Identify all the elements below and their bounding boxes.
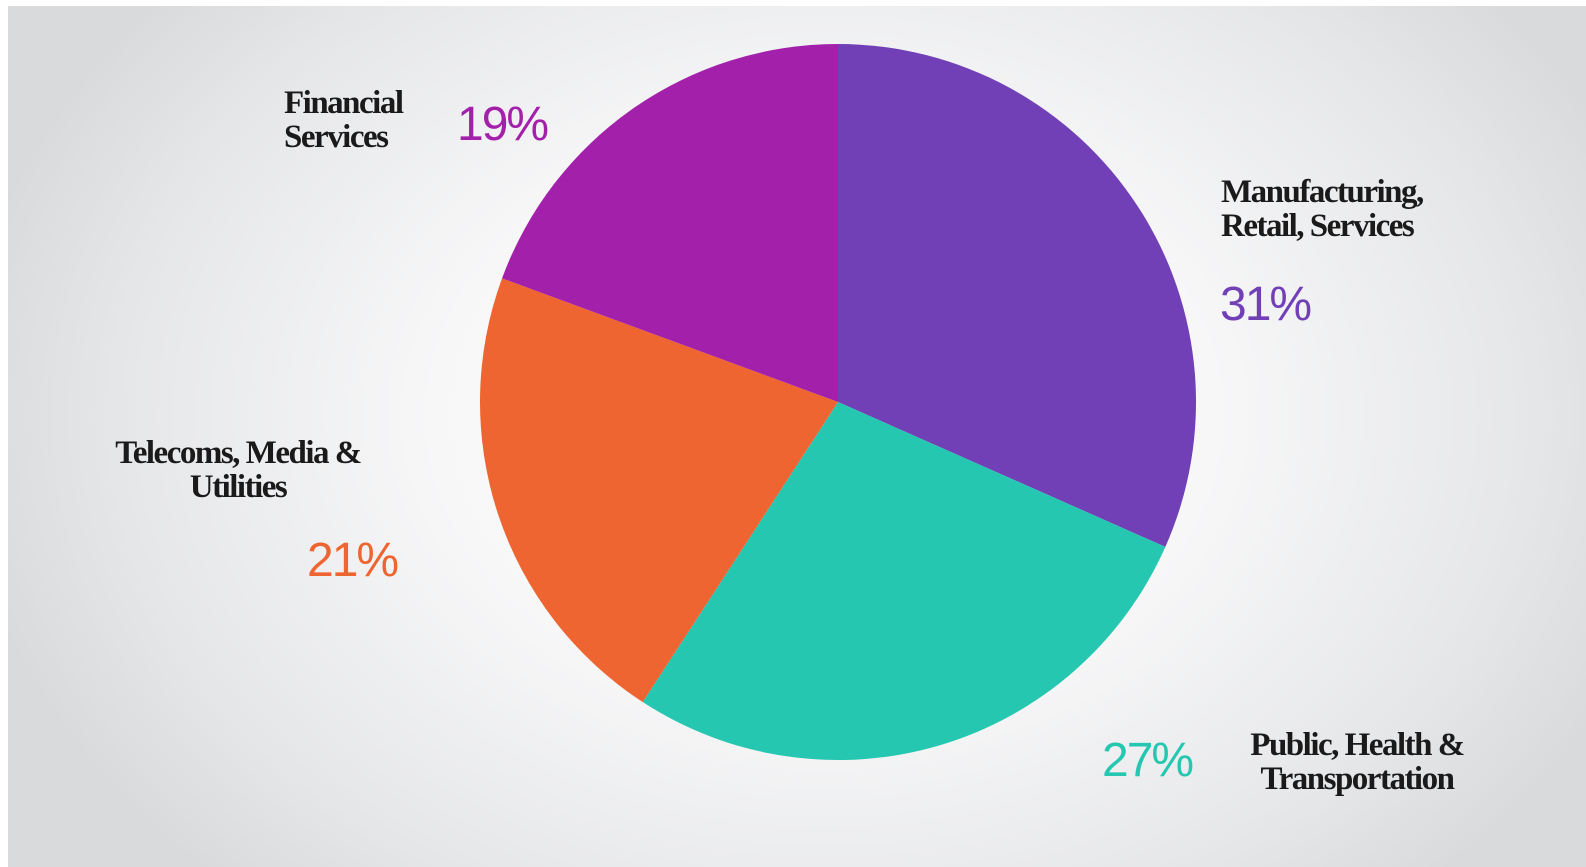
slice-label-manufacturing-retail-services: Manufacturing, Retail, Services: [1221, 174, 1424, 244]
pie-slice-financial-services: [502, 44, 838, 402]
slice-value-manufacturing-retail-services: 31%: [1220, 278, 1312, 331]
slice-label-public-health-transportation: Public, Health & Transportation: [1250, 727, 1465, 797]
slice-value-financial-services: 19%: [457, 98, 549, 151]
pie-slice-telecoms-media-utilities: [480, 278, 838, 703]
slice-value-public-health-transportation: 27%: [1102, 734, 1194, 787]
slice-value-telecoms-media-utilities: 21%: [307, 534, 399, 587]
slice-label-telecoms-media-utilities: Telecoms, Media & Utilities: [115, 435, 362, 505]
slice-label-financial-services: Financial Services: [284, 85, 404, 155]
pie-slice-manufacturing-retail-services: [838, 44, 1196, 547]
pie-slice-public-health-transportation: [642, 402, 1166, 761]
